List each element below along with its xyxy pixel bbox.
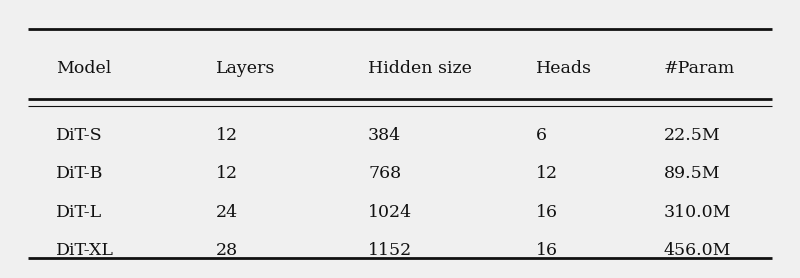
Text: 6: 6 <box>536 127 547 144</box>
Text: DiT-B: DiT-B <box>56 165 103 182</box>
Text: Model: Model <box>56 59 111 77</box>
Text: 768: 768 <box>368 165 401 182</box>
Text: 12: 12 <box>536 165 558 182</box>
Text: 28: 28 <box>216 242 238 259</box>
Text: 12: 12 <box>216 127 238 144</box>
Text: 1024: 1024 <box>368 203 412 221</box>
Text: DiT-L: DiT-L <box>56 203 102 221</box>
Text: 16: 16 <box>536 203 558 221</box>
Text: #Param: #Param <box>664 59 735 77</box>
Text: 12: 12 <box>216 165 238 182</box>
Text: 24: 24 <box>216 203 238 221</box>
Text: DiT-S: DiT-S <box>56 127 102 144</box>
Text: 22.5M: 22.5M <box>664 127 721 144</box>
Text: DiT-XL: DiT-XL <box>56 242 114 259</box>
Text: 384: 384 <box>368 127 401 144</box>
Text: 456.0M: 456.0M <box>664 242 731 259</box>
Text: 310.0M: 310.0M <box>664 203 731 221</box>
Text: Hidden size: Hidden size <box>368 59 472 77</box>
Text: 16: 16 <box>536 242 558 259</box>
Text: 1152: 1152 <box>368 242 412 259</box>
Text: Layers: Layers <box>216 59 275 77</box>
Text: 89.5M: 89.5M <box>664 165 721 182</box>
Text: Heads: Heads <box>536 59 592 77</box>
